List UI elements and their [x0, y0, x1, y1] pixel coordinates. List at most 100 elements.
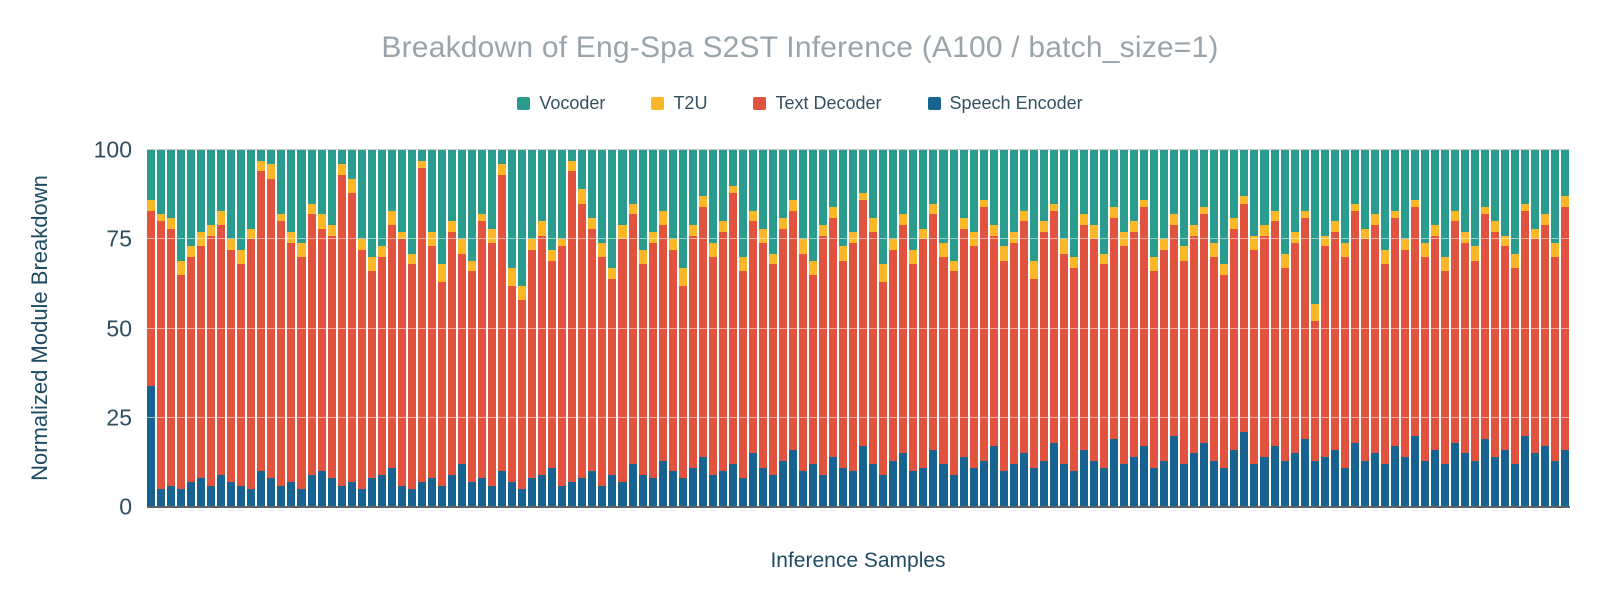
stacked-bar: [839, 150, 848, 507]
segment-t2u: [1220, 264, 1229, 275]
segment-text-decoder: [778, 228, 787, 461]
segment-t2u: [1069, 257, 1078, 268]
stacked-bar: [1410, 150, 1419, 507]
segment-text-decoder: [728, 192, 737, 465]
segment-speech-encoder: [829, 457, 838, 507]
segment-speech-encoder: [488, 485, 497, 507]
segment-speech-encoder: [638, 474, 647, 507]
stacked-bar: [618, 150, 627, 507]
legend-item-speech-encoder: Speech Encoder: [927, 93, 1083, 114]
segment-speech-encoder: [939, 464, 948, 507]
segment-text-decoder: [187, 257, 196, 482]
segment-speech-encoder: [317, 471, 326, 507]
segment-vocoder: [668, 150, 677, 240]
segment-text-decoder: [427, 246, 436, 479]
segment-vocoder: [1260, 150, 1269, 225]
segment-speech-encoder: [217, 474, 226, 507]
segment-text-decoder: [357, 249, 366, 490]
segment-speech-encoder: [1350, 442, 1359, 507]
stacked-bar: [598, 150, 607, 507]
stacked-bar: [999, 150, 1008, 507]
segment-speech-encoder: [809, 464, 818, 507]
stacked-bar: [1400, 150, 1409, 507]
segment-vocoder: [1320, 150, 1329, 236]
y-tick-label: 100: [93, 136, 132, 163]
segment-text-decoder: [287, 242, 296, 482]
stacked-bar: [1310, 150, 1319, 507]
segment-speech-encoder: [207, 485, 216, 507]
segment-speech-encoder: [1360, 460, 1369, 507]
segment-vocoder: [598, 150, 607, 243]
segment-text-decoder: [1511, 267, 1520, 465]
segment-text-decoder: [718, 232, 727, 472]
segment-text-decoder: [558, 246, 567, 486]
segment-speech-encoder: [1250, 464, 1259, 507]
stacked-bar: [789, 150, 798, 507]
stacked-bar: [899, 150, 908, 507]
segment-vocoder: [1330, 150, 1339, 222]
segment-t2u: [859, 192, 868, 200]
segment-t2u: [768, 253, 777, 265]
segment-speech-encoder: [1491, 457, 1500, 507]
stacked-bar: [1420, 150, 1429, 507]
stacked-bar: [538, 150, 547, 507]
segment-vocoder: [1019, 150, 1028, 211]
segment-t2u: [1200, 207, 1209, 215]
segment-vocoder: [227, 150, 236, 240]
stacked-bar: [738, 150, 747, 507]
segment-speech-encoder: [327, 478, 336, 507]
segment-text-decoder: [648, 242, 657, 479]
segment-t2u: [1029, 260, 1038, 279]
segment-t2u: [979, 199, 988, 208]
segment-vocoder: [357, 150, 366, 240]
segment-t2u: [989, 224, 998, 236]
segment-speech-encoder: [287, 482, 296, 507]
segment-text-decoder: [1330, 232, 1339, 450]
segment-text-decoder: [678, 285, 687, 479]
stacked-bar: [939, 150, 948, 507]
segment-t2u: [1270, 210, 1279, 222]
segment-speech-encoder: [1009, 464, 1018, 507]
segment-vocoder: [1170, 150, 1179, 215]
segment-vocoder: [257, 150, 266, 161]
segment-t2u: [1310, 303, 1319, 322]
segment-vocoder: [1310, 150, 1319, 304]
segment-text-decoder: [869, 232, 878, 465]
segment-speech-encoder: [468, 481, 477, 507]
segment-t2u: [287, 232, 296, 243]
segment-vocoder: [1220, 150, 1229, 265]
segment-text-decoder: [317, 228, 326, 472]
segment-speech-encoder: [1270, 446, 1279, 507]
segment-t2u: [1410, 199, 1419, 208]
segment-vocoder: [778, 150, 787, 218]
stacked-bar: [1290, 150, 1299, 507]
segment-vocoder: [618, 150, 627, 225]
segment-text-decoder: [1069, 267, 1078, 472]
segment-t2u: [558, 239, 567, 247]
segment-vocoder: [558, 150, 567, 240]
segment-vocoder: [478, 150, 487, 215]
segment-vocoder: [498, 150, 507, 165]
stacked-bar: [1079, 150, 1088, 507]
stacked-bar: [417, 150, 426, 507]
segment-text-decoder: [1451, 221, 1460, 443]
segment-t2u: [1350, 203, 1359, 211]
segment-speech-encoder: [1240, 432, 1249, 507]
segment-text-decoder: [748, 221, 757, 454]
segment-vocoder: [147, 150, 156, 200]
stacked-bar: [508, 150, 517, 507]
segment-t2u: [819, 224, 828, 236]
segment-speech-encoder: [1230, 449, 1239, 507]
segment-vocoder: [1400, 150, 1409, 240]
segment-vocoder: [1491, 150, 1500, 222]
segment-text-decoder: [197, 246, 206, 479]
segment-t2u: [518, 285, 527, 300]
segment-t2u: [1521, 203, 1530, 211]
segment-speech-encoder: [819, 474, 828, 507]
stacked-bar: [1300, 150, 1309, 507]
segment-t2u: [187, 246, 196, 258]
segment-speech-encoder: [979, 460, 988, 507]
segment-speech-encoder: [618, 481, 627, 507]
segment-vocoder: [1130, 150, 1139, 222]
segment-speech-encoder: [859, 446, 868, 507]
